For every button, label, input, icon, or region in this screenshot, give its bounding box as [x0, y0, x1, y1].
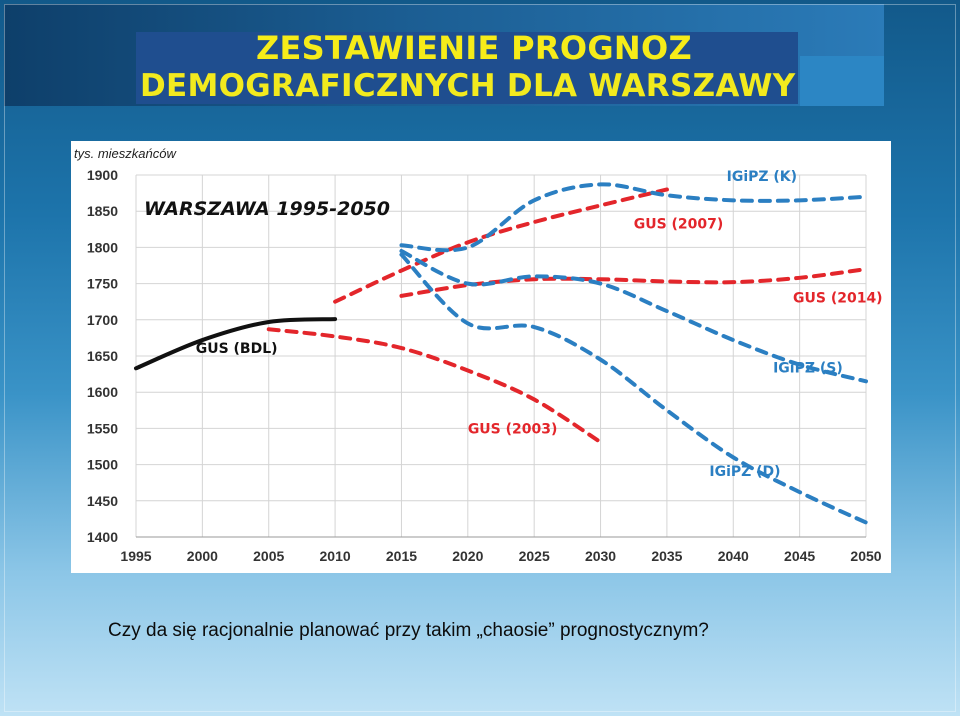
- series-label: IGiPZ (K): [727, 169, 797, 185]
- title-accent: [800, 56, 884, 106]
- y-tick-label: 1750: [87, 276, 118, 292]
- x-tick-label: 2005: [253, 548, 284, 564]
- y-tick-label: 1900: [87, 167, 118, 183]
- series-label: GUS (BDL): [196, 341, 278, 357]
- y-tick-label: 1600: [87, 384, 118, 400]
- y-tick-label: 1650: [87, 348, 118, 364]
- population-forecast-chart: 1400 1450 1500 1550 1600 1650 1700 1750 1800 1850…: [74, 146, 883, 564]
- slide-title-line-2: DEMOGRAFICZNYCH DLA WARSZAWY: [140, 68, 796, 104]
- x-tick-label: 2045: [784, 548, 815, 564]
- series-label: IGiPZ (S): [773, 361, 843, 377]
- x-tick-label: 2040: [718, 548, 749, 564]
- series-line-igipz-k: [399, 182, 868, 253]
- y-tick-label: 1800: [87, 239, 118, 255]
- x-tick-label: 2000: [187, 548, 218, 564]
- y-tick-label: 1850: [87, 203, 118, 219]
- series-line-igipz-s: [399, 249, 868, 384]
- y-tick-label: 1700: [87, 312, 118, 328]
- chart-panel: 1400 1450 1500 1550 1600 1650 1700 1750 1800 1850…: [71, 141, 891, 573]
- series-line-gus-bdl: [134, 317, 338, 371]
- grid: [135, 174, 867, 538]
- y-tick-label: 1500: [87, 457, 118, 473]
- x-tick-label: 2030: [585, 548, 616, 564]
- x-tick-label: 2025: [519, 548, 550, 564]
- series-label: GUS (2003): [468, 421, 558, 437]
- y-tick-label: 1550: [87, 420, 118, 436]
- series-label: GUS (2007): [634, 217, 724, 233]
- series-line-gus-2007: [333, 187, 669, 304]
- title-box: [136, 32, 798, 104]
- x-tick-label: 2010: [320, 548, 351, 564]
- slide-caption: Czy da się racjonalnie planować przy tak…: [108, 620, 709, 641]
- series-label: GUS (2014): [793, 290, 883, 306]
- chart-title: WARSZAWA 1995-2050: [144, 198, 390, 220]
- y-tick-label: 1400: [87, 529, 118, 545]
- x-tick-label: 2020: [452, 548, 483, 564]
- y-tick-label: 1450: [87, 493, 118, 509]
- y-axis-unit-label: tys. mieszkańców: [74, 146, 177, 161]
- x-tick-label: 2035: [651, 548, 682, 564]
- x-tick-label: 1995: [120, 548, 151, 564]
- slide-title-line-1: ZESTAWIENIE PROGNOZ: [256, 29, 692, 67]
- x-tick-label: 2050: [850, 548, 881, 564]
- series-line-igipz-d: [399, 252, 868, 525]
- series-label: IGiPZ (D): [709, 464, 780, 480]
- series-line-gus-2003: [266, 327, 603, 445]
- x-tick-label: 2015: [386, 548, 417, 564]
